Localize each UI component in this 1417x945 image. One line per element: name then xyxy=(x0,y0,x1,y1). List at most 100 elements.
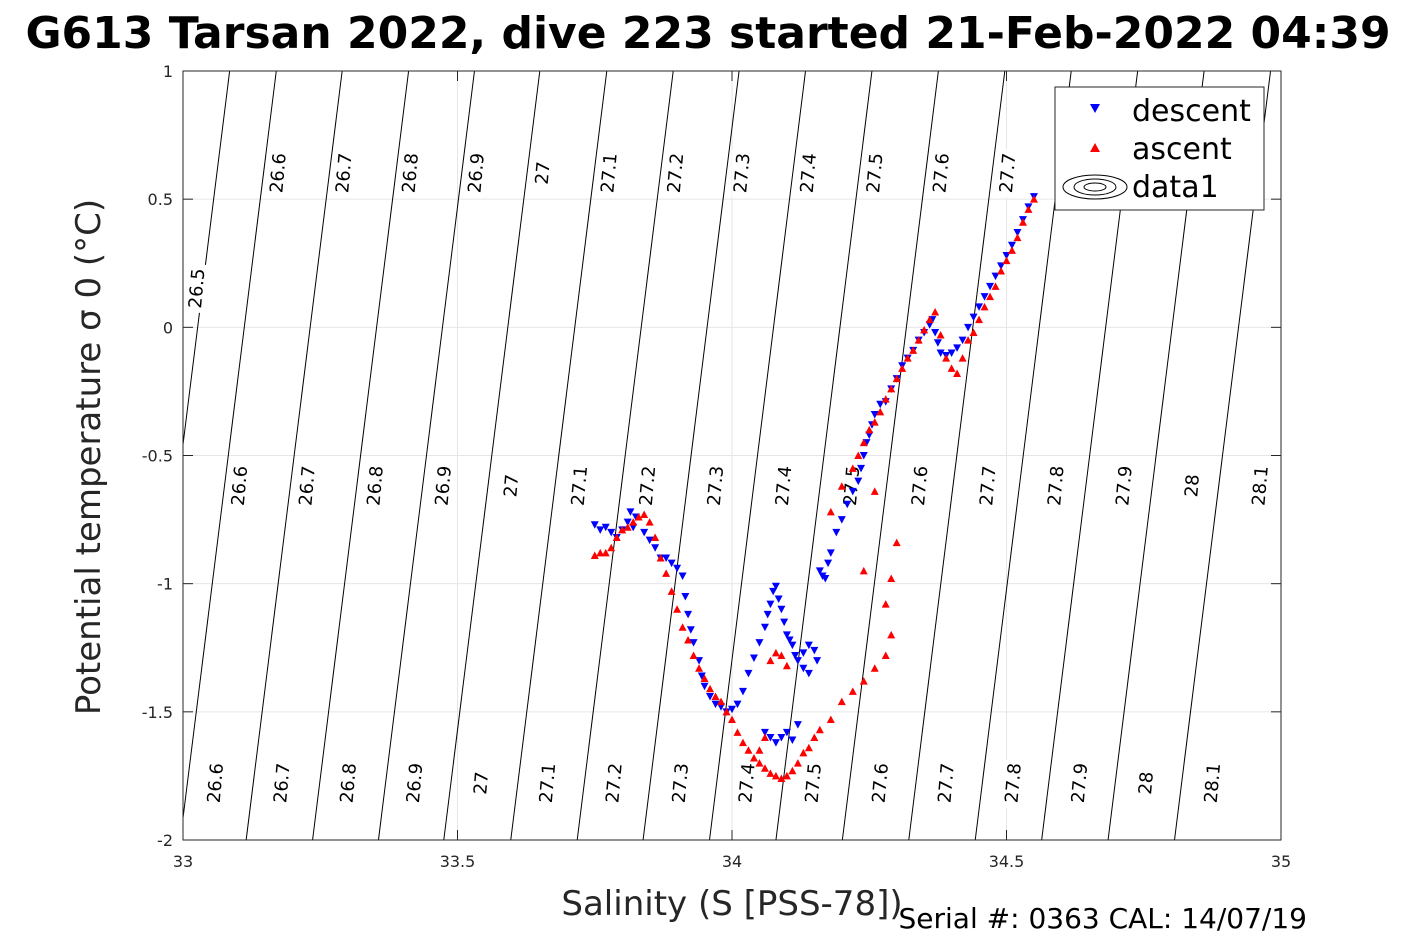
density-contour-line xyxy=(443,71,541,840)
ascent-point xyxy=(684,636,693,644)
ascent-point xyxy=(925,315,934,324)
descent-point xyxy=(810,646,819,655)
descent-point xyxy=(695,657,704,665)
descent-point xyxy=(626,508,635,516)
contour-label-bg xyxy=(1045,462,1066,511)
ascent-point xyxy=(881,651,890,659)
descent-point xyxy=(936,349,945,357)
contour-label-bg xyxy=(798,149,819,198)
contour-label-bg xyxy=(803,759,824,808)
ascent-point xyxy=(717,697,726,706)
legend-box xyxy=(1054,86,1265,211)
contour-label: 27.8 xyxy=(1044,465,1068,507)
ascent-point xyxy=(936,331,945,339)
ascent-point xyxy=(744,746,753,754)
contour-label: 26.7 xyxy=(332,152,356,194)
ascent-point xyxy=(799,748,808,757)
ascent-point xyxy=(601,548,610,557)
density-contour-line xyxy=(510,71,608,840)
ascent-point xyxy=(859,677,868,685)
series-descent xyxy=(590,193,1038,747)
ascent-point xyxy=(623,523,632,531)
descent-point xyxy=(738,687,747,696)
descent-point xyxy=(804,669,813,678)
ascent-point xyxy=(914,336,923,344)
ascent-point xyxy=(898,364,907,372)
y-tick-label: -0.5 xyxy=(142,447,173,466)
contour-label: 27.5 xyxy=(863,152,887,194)
contour-label-bg xyxy=(997,149,1018,198)
ascent-point xyxy=(678,623,687,631)
ascent-point xyxy=(876,407,885,416)
contour-label-bg xyxy=(365,462,386,511)
ascent-point xyxy=(782,661,791,670)
ascent-point xyxy=(634,513,643,521)
ascent-point xyxy=(645,518,654,526)
x-axis-label: Salinity (S [PSS-78]) xyxy=(561,884,902,924)
contour-label: 28 xyxy=(1181,473,1204,498)
ascent-point xyxy=(760,764,769,772)
ascent-point xyxy=(887,574,896,583)
contour-label: 27.3 xyxy=(730,152,754,194)
ascent-point xyxy=(881,395,890,403)
contour-label-bg xyxy=(1202,759,1223,808)
contour-label-bg xyxy=(909,462,930,511)
descent-point xyxy=(697,672,706,680)
legend: descent ascent data1 xyxy=(1054,86,1265,211)
contour-label: 27 xyxy=(532,161,555,186)
descent-point xyxy=(774,595,783,604)
contour-label: 27.6 xyxy=(908,465,932,507)
descent-point xyxy=(1007,241,1016,250)
descent-point xyxy=(788,736,797,745)
y-axis-ticks: -2 -1.5 -1 -0.5 0 0.5 1 xyxy=(142,62,1281,850)
descent-point xyxy=(623,518,632,527)
contour-label-bg xyxy=(603,759,624,808)
ascent-point xyxy=(931,307,940,316)
contour-label: 27.2 xyxy=(636,465,660,507)
ascent-point xyxy=(700,674,709,683)
ascent-point xyxy=(777,774,786,782)
ascent-point xyxy=(958,354,967,362)
ascent-point xyxy=(760,733,769,741)
descent-point xyxy=(771,739,780,747)
contour-label-bg xyxy=(1182,472,1203,501)
density-contour-line xyxy=(908,71,1006,840)
ascent-point xyxy=(689,651,698,659)
ascent-point xyxy=(673,605,682,613)
descent-point xyxy=(848,487,857,496)
ascent-point xyxy=(1013,233,1022,242)
ascent-point xyxy=(771,771,780,780)
descent-point xyxy=(728,705,736,714)
descent-point xyxy=(854,477,863,486)
ascent-point xyxy=(815,725,824,734)
contour-label-bg xyxy=(841,462,862,511)
descent-point xyxy=(700,682,709,691)
ascent-point xyxy=(947,364,956,372)
descent-point xyxy=(857,464,866,473)
contour-label: 27.1 xyxy=(597,152,621,194)
descent-point xyxy=(782,631,791,639)
ascent-point xyxy=(695,664,704,672)
descent-point xyxy=(933,339,942,347)
ascent-point xyxy=(656,554,665,562)
contour-label: 26.8 xyxy=(363,465,387,507)
y-tick-label: 0.5 xyxy=(148,190,173,209)
density-contour-line xyxy=(377,71,475,840)
descent-point xyxy=(804,641,813,650)
descent-point xyxy=(813,657,822,665)
contour-label: 26.8 xyxy=(337,762,361,804)
ascent-point xyxy=(1029,195,1038,203)
descent-point xyxy=(686,626,695,634)
ascent-point xyxy=(771,648,780,657)
ascent-point xyxy=(766,656,775,665)
contour-label-bg xyxy=(466,149,487,198)
ascent-point xyxy=(848,464,857,472)
legend-data1-label: data1 xyxy=(1132,170,1219,205)
ascent-point xyxy=(667,587,676,595)
descent-point xyxy=(780,618,789,627)
ascent-point xyxy=(733,728,742,736)
contour-label-bg xyxy=(731,149,752,198)
descent-point xyxy=(766,733,775,742)
contour-label-bg xyxy=(599,149,620,198)
ascent-point xyxy=(640,510,649,518)
